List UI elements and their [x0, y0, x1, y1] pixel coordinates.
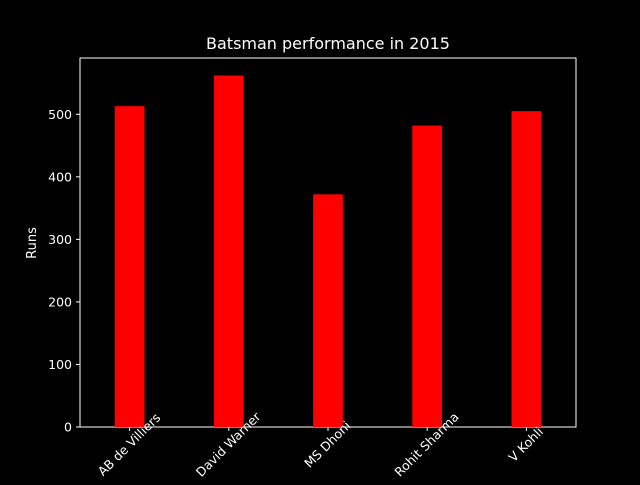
bar-ms-dhoni — [313, 194, 343, 427]
y-tick-label: 200 — [48, 294, 72, 309]
y-tick-label: 0 — [64, 420, 72, 435]
bar-rohit-sharma — [412, 125, 443, 427]
y-axis-label: Runs — [25, 227, 40, 259]
x-tick-label: V Kohli — [505, 424, 546, 465]
bar-v-kohli — [511, 111, 542, 428]
bar-david-warner — [213, 75, 244, 427]
y-axis: 0 100 200 300 400 500 — [48, 107, 80, 435]
y-tick-label: 400 — [48, 169, 72, 184]
y-tick-label: 100 — [48, 357, 72, 372]
bar-ab-de-villiers — [114, 106, 145, 427]
y-tick-label: 500 — [48, 107, 72, 122]
y-tick-label: 300 — [48, 232, 72, 247]
bars-layer — [114, 75, 542, 428]
chart-title: Batsman performance in 2015 — [206, 34, 450, 53]
